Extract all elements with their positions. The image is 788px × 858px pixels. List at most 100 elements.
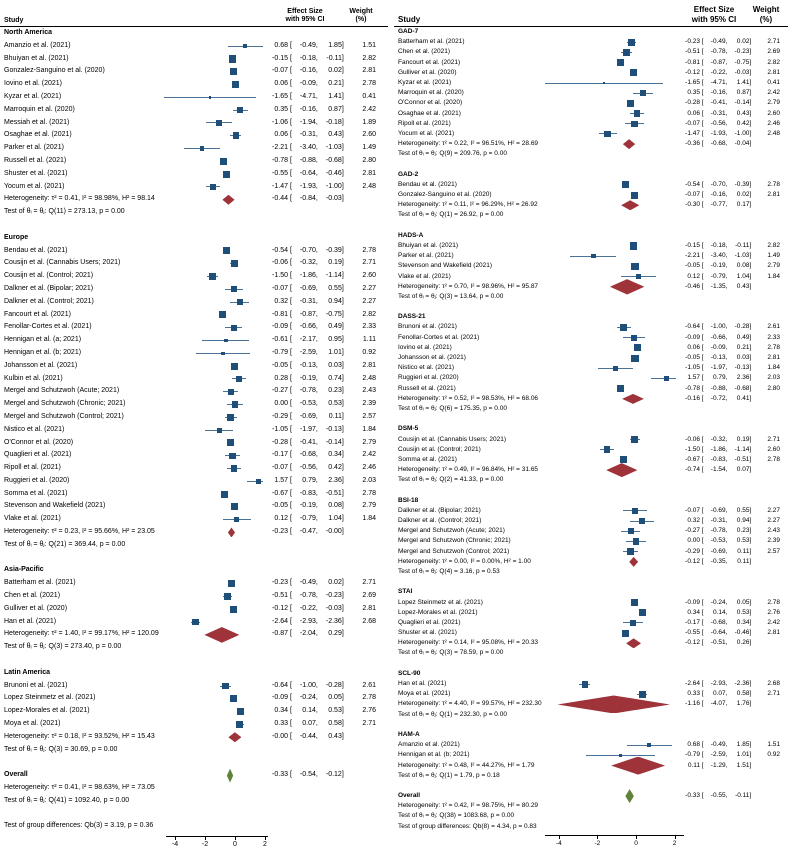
heterogeneity-row: Heterogeneity: τ² = 0.48, I² = 44.27%, H… — [394, 756, 788, 775]
effect-marker — [221, 490, 229, 498]
effect-size-value: -2.64 [-2.93, -2.36] — [685, 680, 752, 687]
group-name-row: Europe — [0, 232, 388, 245]
test-row: Test of θᵢ = θⱼ: Q(21) = 369.44, p = 0.0… — [0, 539, 388, 552]
study-column-header: Study — [4, 17, 24, 24]
effect-size-value: -0.33 [-0.54, -0.12] — [272, 771, 344, 779]
effect-size-value: -0.05 [-0.19, 0.08] — [272, 502, 344, 510]
effect-marker — [633, 110, 641, 117]
study-label: Bendau et al. (2021) — [398, 180, 457, 188]
effect-marker — [223, 247, 231, 255]
study-row: Marroquin et al. (2020) 0.35 [-0.16, 0.87]… — [0, 104, 388, 117]
weight-value: 2.39 — [362, 400, 376, 408]
study-label: Parker et al. (2021) — [398, 252, 454, 260]
effect-marker — [209, 273, 216, 280]
effect-size-value: 0.12 [-0.79, 1.04] — [687, 272, 752, 280]
study-label: Brunoni et al. (2021) — [4, 681, 68, 689]
weight-value: 2.46 — [362, 464, 376, 472]
weight-value: 2.27 — [362, 297, 376, 305]
study-label: Fancourt et al. (2021) — [398, 58, 461, 66]
heterogeneity-text: Heterogeneity: τ² = 0.42, I² = 98.75%, H… — [398, 802, 539, 810]
study-row: Bhuiyan et al. (2021) -0.15 [-0.18, -0.11]… — [394, 241, 788, 251]
group-differences-text: Test of group differences: Qb(8) = 4.34,… — [398, 822, 537, 830]
effect-marker — [629, 242, 637, 250]
effect-size-value: 0.68 [-0.49, 1.85] — [274, 41, 344, 49]
study-row: Amanzio et al. (2021) 0.68 [-0.49, 1.85] 1.… — [0, 40, 388, 53]
test-text: Test of θᵢ = θⱼ: Q(38) = 1083.68, p = 0.… — [398, 812, 515, 820]
effect-size-value: -1.06 [-1.94, -0.18] — [272, 118, 344, 126]
overall-label: Overall — [4, 771, 28, 779]
effect-size-value: -0.27 [-0.78, 0.23] — [272, 387, 344, 395]
effect-marker — [229, 55, 237, 63]
weight-value: 2.46 — [767, 119, 780, 127]
study-label: Mergel and Schutzwoh (Chronic; 2021) — [4, 400, 126, 408]
study-label: Stevenson and Wakefield (2021) — [4, 502, 106, 510]
group-name-row: HADS-A — [394, 231, 788, 241]
group-name: Latin America — [4, 668, 51, 676]
effect-size-value: -0.17 [-0.68, 0.34] — [272, 451, 344, 459]
effect-size-value: -0.07 [-0.56, 0.42] — [272, 464, 344, 472]
effect-size-value: -1.16 [-4.07, 1.76] — [685, 700, 752, 708]
effect-size-value: -0.87 [-2.04, 0.29] — [272, 630, 344, 638]
spacer-row — [0, 219, 388, 232]
heterogeneity-row: Heterogeneity: τ² = 0.23, I² = 95.66%, H… — [0, 526, 388, 539]
weight-value: 2.79 — [362, 438, 376, 446]
x-axis-tick — [235, 836, 236, 841]
study-row: Stevenson and Wakefield (2021) -0.05 [-0.… — [0, 500, 388, 513]
heterogeneity-row: Heterogeneity: τ² = 1.40, I² = 99.17%, H… — [0, 627, 388, 643]
effect-size-value: -0.23 [-0.49, 0.02] — [685, 38, 752, 46]
group-name-row: GAD-7 — [394, 27, 788, 37]
spacer-row — [394, 221, 788, 231]
weight-value: 2.33 — [767, 333, 780, 341]
overall-heterogeneity-row: Heterogeneity: τ² = 0.41, I² = 98.63%, H… — [0, 782, 388, 795]
weight-value: 2.48 — [362, 182, 376, 190]
study-label: Osaghae et al. (2021) — [4, 131, 72, 139]
study-label: Lopez-Morales et al. (2021) — [4, 707, 90, 715]
effect-size-value: -1.47 [-1.93, -1.00] — [685, 129, 752, 137]
heterogeneity-text: Heterogeneity: τ² = 0.00, I² = 0.00%, H²… — [398, 557, 531, 565]
effect-size-value: -0.09 [-0.66, 0.49] — [685, 333, 752, 341]
effect-marker — [604, 130, 611, 138]
weight-column-header: Weight (%) — [349, 7, 373, 23]
effect-size-value: 1.57 [0.79, 2.36] — [274, 476, 344, 484]
test-row: Test of θᵢ = θⱼ: Q(11) = 273.13, p = 0.0… — [0, 206, 388, 219]
weight-value: 2.60 — [767, 109, 780, 117]
weight-value: 2.81 — [767, 629, 780, 637]
weight-value: 2.81 — [362, 169, 376, 177]
study-label: Bhuiyan et al. (2021) — [4, 54, 69, 62]
effect-size-value: -0.67 [-0.83, -0.51] — [685, 455, 752, 463]
heterogeneity-row: Heterogeneity: τ² = 0.00, I² = 0.00%, H²… — [394, 556, 788, 567]
weight-value: 0.41 — [362, 92, 376, 100]
study-label: Kyzar et al. (2021) — [398, 78, 452, 86]
effect-marker — [229, 605, 237, 613]
heterogeneity-row: Heterogeneity: τ² = 0.49, I² = 96.84%, H… — [394, 463, 788, 478]
effect-size-value: 0.35 [-0.16, 0.87] — [274, 105, 344, 113]
effect-size-value: -0.36 [-0.68, -0.04] — [685, 140, 752, 148]
panel-by-region: Study Effect Size with 95% CI Weight (%) N… — [0, 0, 388, 858]
study-row: Nistico et al. (2021) -1.05 [-1.97, -0.13]… — [0, 424, 388, 437]
group-name-row: GAD-2 — [394, 170, 788, 180]
effect-size-column-header: Effect Size with 95% CI — [285, 7, 325, 23]
weight-value: 2.82 — [362, 310, 376, 318]
study-label: Ripoll et al. (2021) — [4, 464, 61, 472]
group-name-row: North America — [0, 27, 388, 40]
effect-size-value: 0.12 [-0.79, 1.04] — [274, 515, 344, 523]
effect-size-value: -0.15 [-0.18, -0.11] — [272, 54, 344, 62]
panel-by-instrument: Study Effect Size with 95% CI Weight (%) G… — [394, 0, 788, 858]
weight-value: 2.43 — [362, 387, 376, 395]
subgroup-summary-diamond — [606, 463, 638, 478]
weight-value: 2.69 — [767, 48, 780, 56]
study-row: Cousijn et al. (Control; 2021) -1.50 [-1.… — [394, 445, 788, 455]
group-differences-row: Test of group differences: Qb(8) = 4.34,… — [394, 822, 788, 832]
study-column-header: Study — [398, 15, 421, 24]
study-row: Gonzalez-Sanguino et al. (2020) -0.07 [-0… — [394, 190, 788, 200]
study-row: Quaglieri et al. (2021) -0.17 [-0.68, 0.34… — [0, 449, 388, 462]
weight-value: 2.79 — [767, 99, 780, 107]
effect-marker — [627, 99, 635, 107]
effect-size-value: -0.28 [-0.41, -0.14] — [685, 99, 752, 107]
overall-test-row: Test of θᵢ = θⱼ: Q(38) = 1083.68, p = 0.… — [394, 811, 788, 821]
weight-value: 2.60 — [362, 131, 376, 139]
effect-marker — [219, 311, 227, 319]
effect-size-value: -0.09 [-0.24, 0.05] — [685, 598, 752, 606]
effect-marker — [223, 170, 231, 178]
